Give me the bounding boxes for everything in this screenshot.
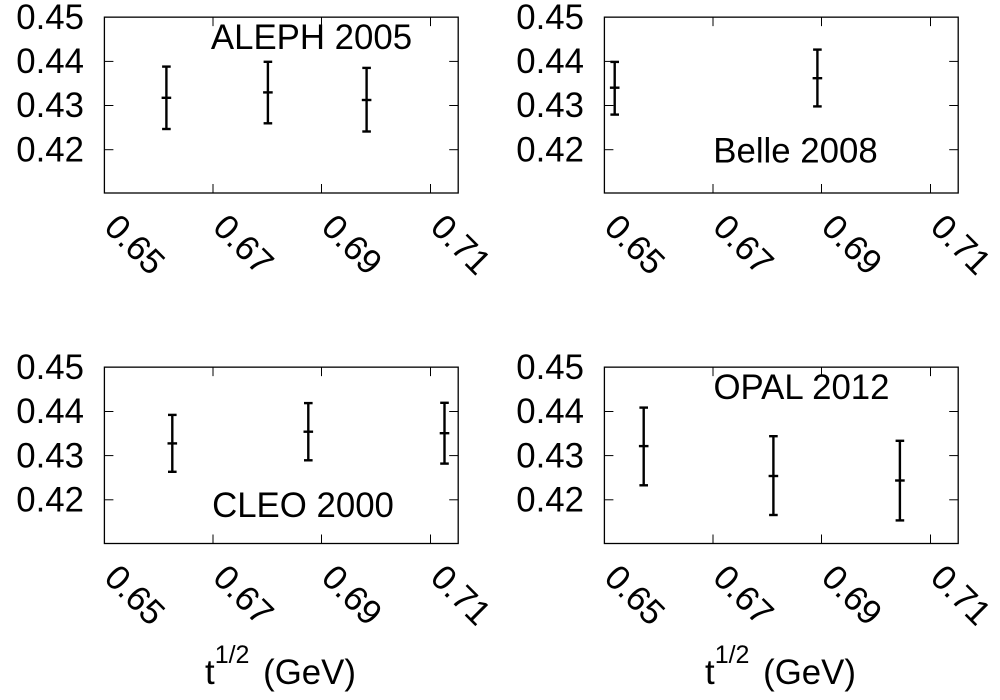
svg-text:0.43: 0.43 bbox=[16, 436, 84, 475]
svg-text:0.45: 0.45 bbox=[16, 0, 84, 37]
svg-text:0.44: 0.44 bbox=[16, 42, 84, 81]
svg-text:Belle 2008: Belle 2008 bbox=[713, 132, 877, 171]
svg-text:0.43: 0.43 bbox=[16, 86, 84, 125]
svg-text:0.44: 0.44 bbox=[516, 392, 584, 431]
svg-text:0.42: 0.42 bbox=[16, 130, 84, 169]
svg-text:0.44: 0.44 bbox=[516, 42, 584, 81]
svg-text:0.44: 0.44 bbox=[16, 392, 84, 431]
svg-text:0.43: 0.43 bbox=[516, 86, 584, 125]
svg-text:0.45: 0.45 bbox=[516, 0, 584, 37]
svg-text:ALEPH 2005: ALEPH 2005 bbox=[211, 18, 412, 57]
svg-text:OPAL 2012: OPAL 2012 bbox=[713, 368, 889, 407]
svg-text:0.42: 0.42 bbox=[516, 130, 584, 169]
svg-text:0.42: 0.42 bbox=[516, 481, 584, 520]
svg-text:0.45: 0.45 bbox=[516, 348, 584, 387]
svg-text:0.45: 0.45 bbox=[16, 348, 84, 387]
svg-text:0.43: 0.43 bbox=[516, 436, 584, 475]
svg-text:0.42: 0.42 bbox=[16, 481, 84, 520]
svg-text:CLEO 2000: CLEO 2000 bbox=[212, 486, 394, 525]
